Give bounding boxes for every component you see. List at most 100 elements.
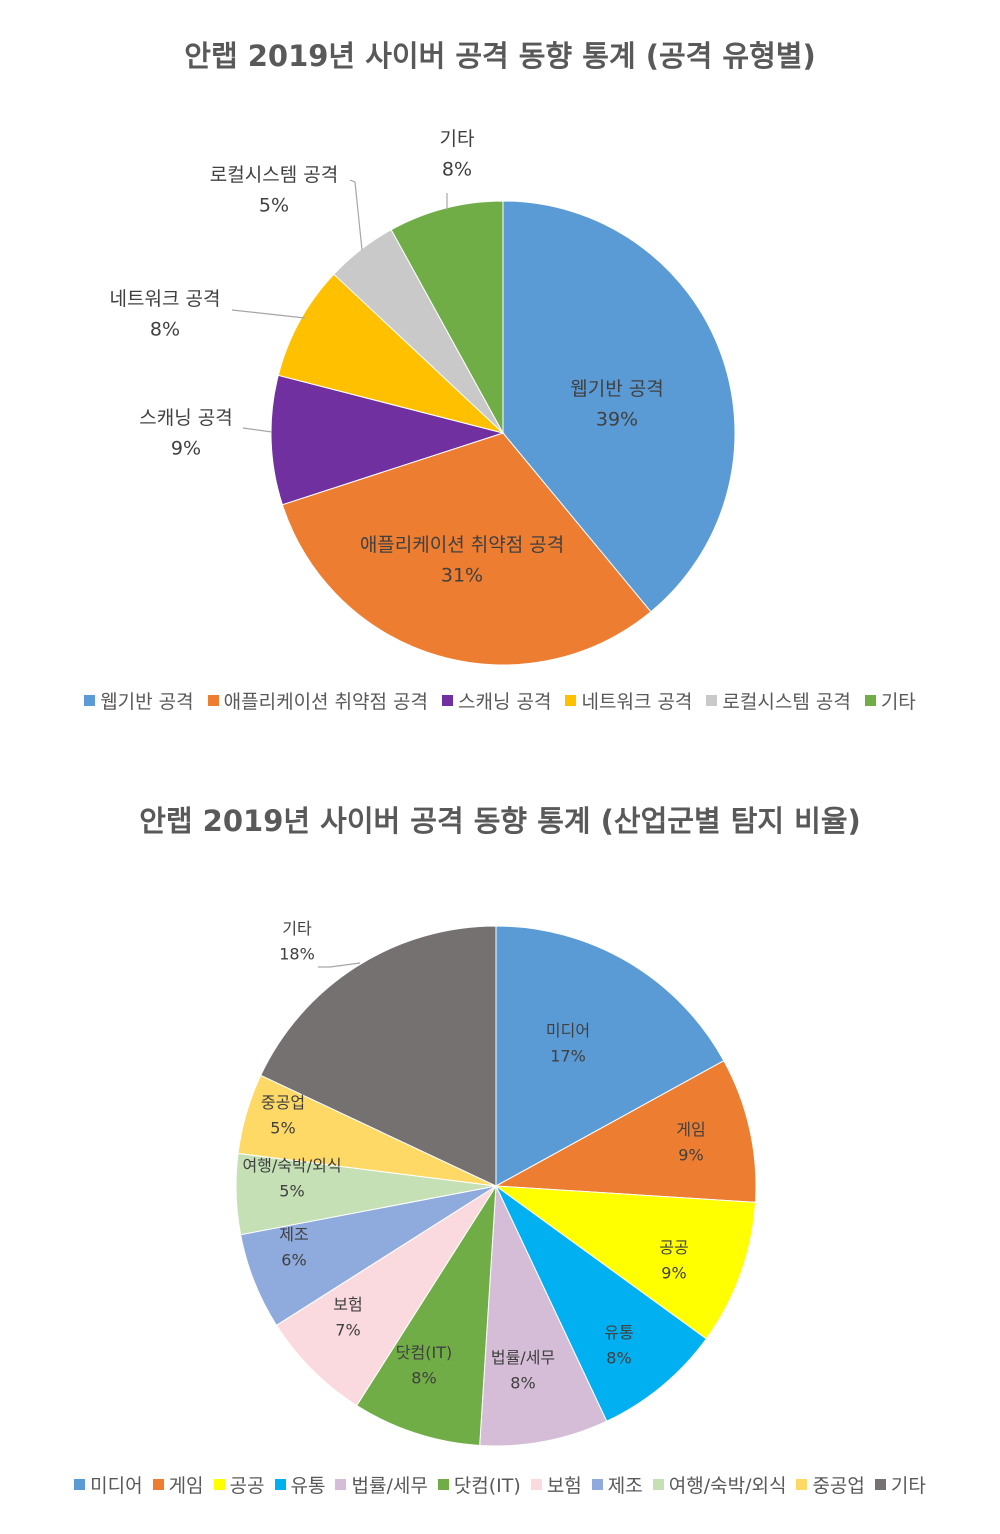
legend-swatch [442,695,454,706]
pie-slice [494,1060,757,1203]
legend-item: 애플리케이션 취약점 공격 [207,687,429,714]
pie-slice [495,1185,708,1422]
pie-slice [495,925,725,1187]
data-label-category: 제조 [279,1225,308,1244]
legend-label: 게임 [168,1475,204,1497]
legend-item: 닷컴(IT) [437,1471,521,1498]
legend-swatch [152,1479,164,1490]
data-label-value: 8% [606,1349,631,1368]
legend-swatch [84,695,96,706]
pie-slice [479,1185,608,1447]
data-label-category: 애플리케이션 취약점 공격 [360,534,564,556]
chart-title-industry: 안랩 2019년 사이버 공격 동향 통계 (산업군별 탐지 비율) [139,804,861,838]
legend-swatch [864,695,876,706]
data-label-category: 기타 [282,919,312,938]
chart-title-attack-type: 안랩 2019년 사이버 공격 동향 통계 (공격 유형별) [184,39,816,73]
pie-slice [277,273,504,434]
legend-label: 스캐닝 공격 [458,691,552,713]
legend-item: 로컬시스템 공격 [706,687,851,714]
data-label-value: 18% [279,945,315,964]
legend-swatch [74,1479,86,1490]
data-label-value: 8% [411,1369,436,1388]
legend-swatch [796,1479,808,1490]
leader-line [349,179,363,251]
pie-slice [270,374,505,506]
data-label-category: 여행/숙박/외식 [242,1156,341,1175]
pie-slice [275,1185,497,1407]
legend-item: 기타 [874,1471,926,1498]
pie-slice [260,925,497,1187]
legend-item: 스캐닝 공격 [442,687,551,714]
legend-item: 공공 [213,1471,265,1498]
legend-label: 웹기반 공격 [100,691,194,713]
data-label-value: 7% [335,1321,360,1340]
data-label-category: 웹기반 공격 [570,378,663,400]
pie-slice [390,200,504,434]
legend-item: 웹기반 공격 [84,687,194,714]
leader-line [242,427,273,433]
pie-0 [270,200,736,666]
legend-label: 미디어 [90,1475,143,1497]
legend-item: 보험 [530,1471,582,1498]
legend-swatch [530,1479,542,1490]
legend-item: 제조 [591,1471,643,1498]
data-label-value: 31% [441,564,483,586]
pie-slice [281,432,652,666]
data-label-value: 5% [259,194,289,216]
legend-label: 유통 [290,1475,326,1497]
data-label-value: 17% [550,1047,586,1066]
data-label-value: 6% [281,1251,306,1270]
legend-label: 기타 [880,691,916,713]
legend-item: 네트워크 공격 [565,687,692,714]
legend-item: 중공업 [796,1471,865,1498]
legend-label: 애플리케이션 취약점 공격 [223,691,429,713]
legend-label: 네트워크 공격 [581,691,693,713]
legend-label: 제조 [607,1475,643,1497]
legend-attack-type: 웹기반 공격 애플리케이션 취약점 공격 스캐닝 공격 네트워크 공격 로컬시스템 공격… [0,687,1000,714]
pie-slice [355,1185,497,1447]
data-label-category: 스캐닝 공격 [139,407,232,429]
data-label-category: 로컬시스템 공격 [210,164,338,186]
legend-label: 법률/세무 [351,1475,428,1497]
legend-swatch [874,1479,886,1490]
legend-item: 미디어 [74,1471,143,1498]
data-label-category: 유통 [604,1323,633,1342]
data-label-category: 게임 [676,1120,705,1139]
data-label-category: 미디어 [546,1021,590,1040]
legend-label: 보험 [546,1475,582,1497]
legend-label: 여행/숙박/외식 [668,1475,787,1497]
data-label-category: 네트워크 공격 [110,288,221,310]
data-label-category: 법률/세무 [491,1348,555,1367]
legend-label: 로컬시스템 공격 [722,691,851,713]
legend-swatch [207,695,219,706]
leader-line [318,962,361,968]
legend-swatch [213,1479,225,1490]
data-label-category: 기타 [440,128,475,150]
legend-item: 게임 [152,1471,204,1498]
leader-line [231,309,306,319]
legend-swatch [335,1479,347,1490]
data-label-value: 9% [171,437,201,459]
data-label-value: 39% [596,408,638,430]
legend-label: 닷컴(IT) [453,1475,521,1497]
data-label-value: 8% [150,318,180,340]
data-label-category: 중공업 [261,1093,305,1112]
pie-1 [235,925,757,1447]
legend-swatch [652,1479,664,1490]
data-label-value: 9% [678,1146,703,1165]
legend-label: 공공 [229,1475,265,1497]
legend-swatch [437,1479,449,1490]
data-label-value: 5% [279,1182,304,1201]
data-label-value: 8% [510,1374,535,1393]
pie-slice [502,200,736,613]
data-label-value: 8% [442,158,472,180]
legend-label: 중공업 [812,1475,865,1497]
legend-swatch [706,695,718,706]
legend-swatch [274,1479,286,1490]
data-label-value: 5% [270,1119,295,1138]
legend-swatch [591,1479,603,1490]
data-label-value: 9% [661,1264,686,1283]
legend-item: 법률/세무 [335,1471,428,1498]
